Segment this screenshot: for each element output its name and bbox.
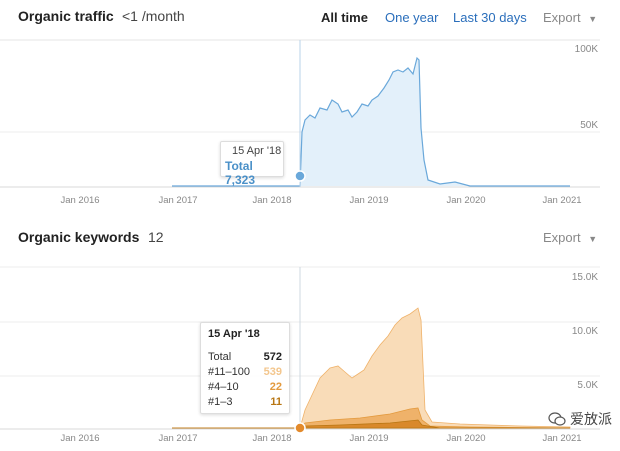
watermark-text: 爱放派 <box>570 411 612 427</box>
traffic-ytick-label: 100K <box>575 44 599 55</box>
tooltip-row-value: 572 <box>263 351 282 363</box>
traffic-xtick-label: Jan 2019 <box>349 195 388 206</box>
keywords-ytick-label: 15.0K <box>572 272 598 283</box>
keywords-xtick-label: Jan 2019 <box>349 433 388 444</box>
traffic-ytick-label: 50K <box>580 120 598 131</box>
traffic-tooltip-date: 15 Apr '18 <box>232 145 282 157</box>
traffic-xtick-label: Jan 2018 <box>252 195 291 206</box>
tooltip-row-label: Total <box>208 351 232 363</box>
keywords-area-4-10 <box>172 407 571 429</box>
organic-traffic-title: Organic traffic <box>18 8 114 24</box>
range-last-30-days-button[interactable]: Last 30 days <box>453 10 527 25</box>
keywords-xtick-label: Jan 2020 <box>446 433 485 444</box>
traffic-line <box>172 56 570 187</box>
tooltip-row-label: #11–100 <box>208 366 251 378</box>
keywords-xtick-label: Jan 2016 <box>60 433 99 444</box>
traffic-xtick-label: Jan 2017 <box>158 195 197 206</box>
tooltip-row-total: Total 572 <box>208 351 282 366</box>
keywords-hover-marker[interactable] <box>294 422 306 434</box>
wechat-icon <box>548 412 566 426</box>
traffic-xtick-label: Jan 2020 <box>446 195 485 206</box>
organic-keywords-title: Organic keywords <box>18 229 140 245</box>
keywords-export-label: Export <box>543 230 581 245</box>
tooltip-row-value: 22 <box>269 381 282 393</box>
keywords-xtick-label: Jan 2018 <box>252 433 291 444</box>
chevron-down-icon: ▼ <box>588 234 598 244</box>
traffic-xtick-label: Jan 2021 <box>542 195 581 206</box>
tooltip-row-11-100: #11–100 539 <box>208 366 282 381</box>
traffic-xtick-label: Jan 2016 <box>60 195 99 206</box>
organic-traffic-summary: <1 /month <box>122 8 185 24</box>
keywords-tooltip-date: 15 Apr '18 <box>208 328 260 340</box>
keywords-xtick-label: Jan 2021 <box>542 433 581 444</box>
tooltip-row-label: #1–3 <box>208 396 233 408</box>
range-one-year-button[interactable]: One year <box>385 10 439 25</box>
keywords-ytick-label: 10.0K <box>572 326 598 337</box>
watermark: 爱放派 <box>548 409 612 429</box>
keywords-tooltip: 15 Apr '18 Total 572 #11–100 539 #4–10 2… <box>200 322 290 414</box>
organic-keywords-count: 12 <box>148 229 164 245</box>
tooltip-row-value: 11 <box>270 396 282 408</box>
traffic-area <box>172 58 570 186</box>
keywords-export-button[interactable]: Export ▼ <box>543 230 597 245</box>
keywords-area-11-100 <box>172 307 571 429</box>
tooltip-row-value: 539 <box>263 366 282 378</box>
tooltip-row-1-3: #1–3 11 <box>208 396 282 411</box>
tooltip-row-label: #4–10 <box>208 381 239 393</box>
traffic-tooltip-total: Total 7,323 <box>225 159 256 187</box>
traffic-tooltip: 15 Apr '18 Total 7,323 <box>220 141 284 187</box>
range-all-time-button[interactable]: All time <box>321 10 368 25</box>
keywords-ytick-label: 5.0K <box>577 380 598 391</box>
tooltip-row-4-10: #4–10 22 <box>208 381 282 396</box>
traffic-x-axis: Jan 2016 Jan 2017 Jan 2018 Jan 2019 Jan … <box>60 195 581 206</box>
chevron-down-icon: ▼ <box>588 14 598 24</box>
traffic-export-button[interactable]: Export ▼ <box>543 10 597 25</box>
traffic-hover-marker[interactable] <box>294 170 306 182</box>
keywords-x-axis: Jan 2016 Jan 2017 Jan 2018 Jan 2019 Jan … <box>60 433 581 444</box>
keywords-xtick-label: Jan 2017 <box>158 433 197 444</box>
traffic-export-label: Export <box>543 10 581 25</box>
